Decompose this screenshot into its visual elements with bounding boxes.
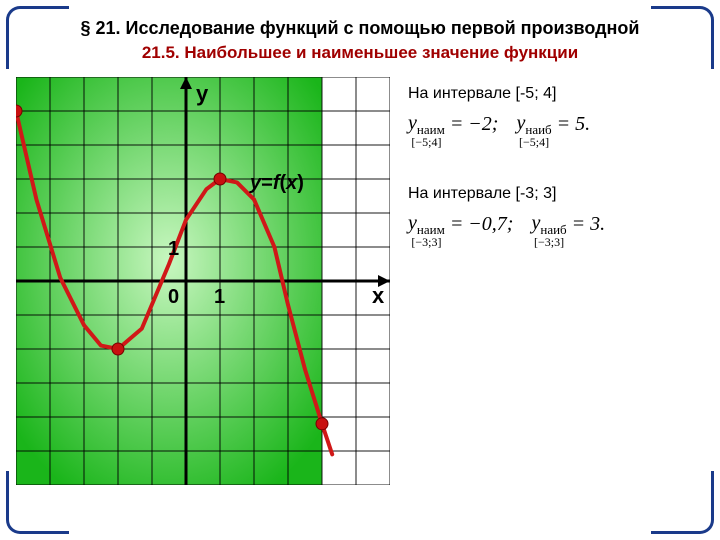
interval2-label: На интервале [-3; 3] [408, 185, 704, 203]
right-column: На интервале [-5; 4] yнаим [−5;4] = −2; … [408, 77, 704, 497]
chart-container: y x 0 1 1 y=f(x) [16, 77, 396, 497]
corner-decoration [651, 471, 714, 534]
svg-text:1: 1 [168, 238, 179, 260]
interval1-label: На интервале [-5; 4] [408, 85, 704, 103]
formula2-max: yнаиб [−3;3] = 3. [531, 213, 605, 249]
formula2: yнаим [−3;3] = −0,7; yнаиб [−3;3] = 3. [408, 213, 704, 249]
corner-decoration [6, 6, 69, 69]
svg-text:0: 0 [168, 286, 179, 308]
formula2-min: yнаим [−3;3] = −0,7; [408, 213, 513, 249]
page-title: § 21. Исследование функций с помощью пер… [16, 18, 704, 39]
svg-text:y: y [196, 81, 209, 106]
svg-text:y=f(x): y=f(x) [249, 172, 304, 194]
function-chart: y x 0 1 1 y=f(x) [16, 77, 390, 485]
formula1-max: yнаиб [−5;4] = 5. [516, 113, 590, 149]
content-row: y x 0 1 1 y=f(x) На интервале [-5; 4] yнаим [… [16, 77, 704, 497]
corner-decoration [651, 6, 714, 69]
formula1: yнаим [−5;4] = −2; yнаиб [−5;4] = 5. [408, 113, 704, 149]
page-subtitle: 21.5. Наибольшее и наименьшее значение ф… [16, 43, 704, 63]
formula1-min: yнаим [−5;4] = −2; [408, 113, 498, 149]
svg-text:1: 1 [214, 286, 225, 308]
svg-text:x: x [372, 283, 385, 308]
slide-page: § 21. Исследование функций с помощью пер… [0, 0, 720, 540]
